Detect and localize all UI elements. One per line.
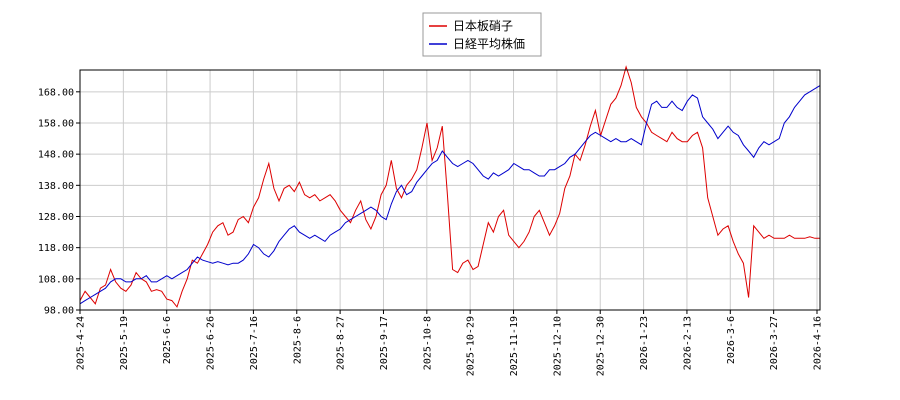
x-tick-label: 2025-5-19 [119,316,130,370]
x-tick-label: 2026-3-27 [769,316,780,370]
x-tick-label: 2025-8-27 [336,316,347,370]
legend-label-2: 日経平均株価 [453,36,525,51]
x-tick-label: 2025-7-16 [249,316,260,370]
x-tick-label: 2025-12-10 [552,316,563,376]
x-tick-label: 2026-1-23 [639,316,650,370]
x-tick-label: 2026-3-6 [726,316,737,364]
x-tick-label: 2025-11-19 [509,316,520,376]
y-tick-label: 158.00 [38,118,74,129]
y-axis: 98.00 108.00 118.00 128.00 138.00 148.00 158.0… [38,87,80,317]
y-tick-label: 98.00 [44,306,74,317]
x-tick-label: 2025-9-17 [379,316,390,370]
x-tick-label: 2025-12-30 [596,316,607,376]
legend-label-1: 日本板硝子 [453,19,513,33]
y-tick-label: 138.00 [38,181,74,192]
series-line-2 [79,85,821,305]
x-tick-label: 2025-10-29 [466,316,477,376]
grid [79,70,820,311]
x-tick-label: 2025-6-6 [162,316,173,364]
series-layer [79,65,821,308]
y-tick-label: 108.00 [38,274,74,285]
y-tick-label: 168.00 [38,87,74,98]
series-line-1 [79,65,820,308]
y-tick-label: 128.00 [38,212,74,223]
y-tick-label: 148.00 [38,150,74,161]
legend-box [422,12,542,57]
x-tick-label: 2025-10-8 [422,316,433,370]
x-tick-label: 2025-8-6 [292,316,303,364]
x-tick-label: 2026-2-13 [682,316,693,370]
x-axis: 2025-4-24 2025-5-19 2025-6-6 2025-6-26 2025-… [76,310,824,376]
x-tick-label: 2025-6-26 [206,316,217,370]
plot-frame [79,69,821,311]
x-tick-label: 2026-4-16 [813,316,824,370]
x-tick-label: 2025-4-24 [76,316,87,370]
y-tick-label: 118.00 [38,243,74,254]
